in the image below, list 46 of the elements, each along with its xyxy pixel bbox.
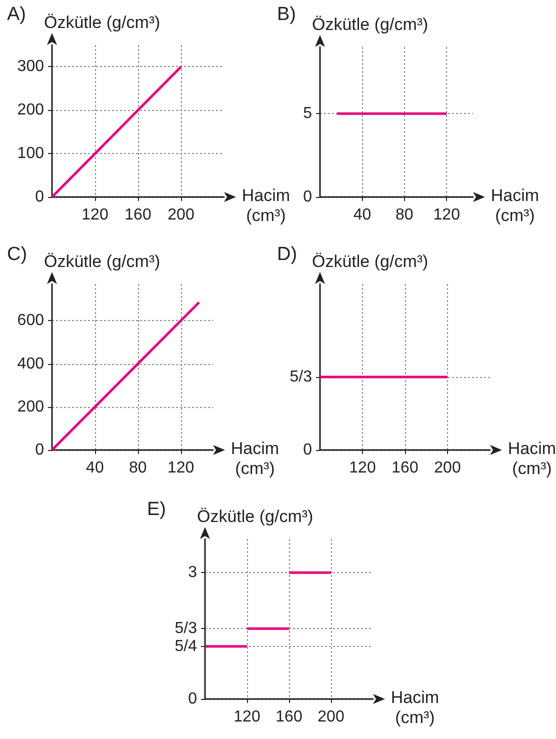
x-tick-label: 120 xyxy=(234,708,260,726)
chart-title: B) xyxy=(277,4,296,25)
y-tick-label: 100 xyxy=(17,145,44,162)
y-tick-label: 0 xyxy=(35,442,44,458)
chart-title: D) xyxy=(277,244,298,265)
x-tick-label: 200 xyxy=(434,460,461,476)
y-tick-label: 600 xyxy=(17,312,44,330)
x-tick-label: 200 xyxy=(318,708,344,726)
x-tick-label: 160 xyxy=(124,206,152,224)
y-tick-label: 0 xyxy=(303,188,312,206)
x-tick-label: 80 xyxy=(396,206,414,224)
y-tick-label: 0 xyxy=(188,690,198,708)
y-axis-title: Özkütle (g/cm³) xyxy=(44,13,160,32)
chart-title: E) xyxy=(147,499,166,520)
x-tick-label: 160 xyxy=(392,460,418,476)
x-axis-title: Hacim (cm³) xyxy=(230,439,280,479)
x-tick-label: 120 xyxy=(82,206,108,224)
y-tick-label: 5/3 xyxy=(290,368,312,386)
chart-title: A) xyxy=(7,4,26,25)
y-tick-label: 200 xyxy=(17,102,44,119)
y-tick-label: 200 xyxy=(17,398,44,416)
y-axis-title: Özkütle (g/cm³) xyxy=(312,15,428,34)
y-tick-label: 0 xyxy=(303,442,312,458)
x-tick-label: 80 xyxy=(128,460,147,476)
x-axis-title: Hacim (cm³) xyxy=(490,186,540,226)
y-tick-label: 3 xyxy=(188,564,198,582)
x-tick-label: 120 xyxy=(433,206,460,224)
x-tick-label: 120 xyxy=(167,460,194,476)
x-tick-label: 120 xyxy=(349,460,376,476)
y-axis-title: Özkütle (g/cm³) xyxy=(44,252,160,271)
y-axis-title: Özkütle (g/cm³) xyxy=(197,507,314,526)
y-tick-label: 0 xyxy=(35,188,44,206)
x-axis-title: Hacim (cm³) xyxy=(506,439,556,479)
y-tick-label: 5/3 xyxy=(174,620,198,638)
x-axis-title: Hacim (cm³) xyxy=(390,688,440,728)
y-tick-label: 300 xyxy=(17,58,44,76)
y-tick-label: 5/4 xyxy=(174,638,198,655)
x-axis-title: Hacim (cm³) xyxy=(240,186,292,226)
chart-title: C) xyxy=(7,244,28,265)
x-tick-label: 40 xyxy=(353,206,372,224)
x-tick-label: 40 xyxy=(86,460,104,476)
x-tick-label: 160 xyxy=(276,708,302,726)
line-series xyxy=(50,65,182,198)
y-tick-label: 400 xyxy=(17,355,44,372)
y-tick-label: 5 xyxy=(303,105,312,122)
y-axis-title: Özkütle (g/cm³) xyxy=(312,252,428,271)
